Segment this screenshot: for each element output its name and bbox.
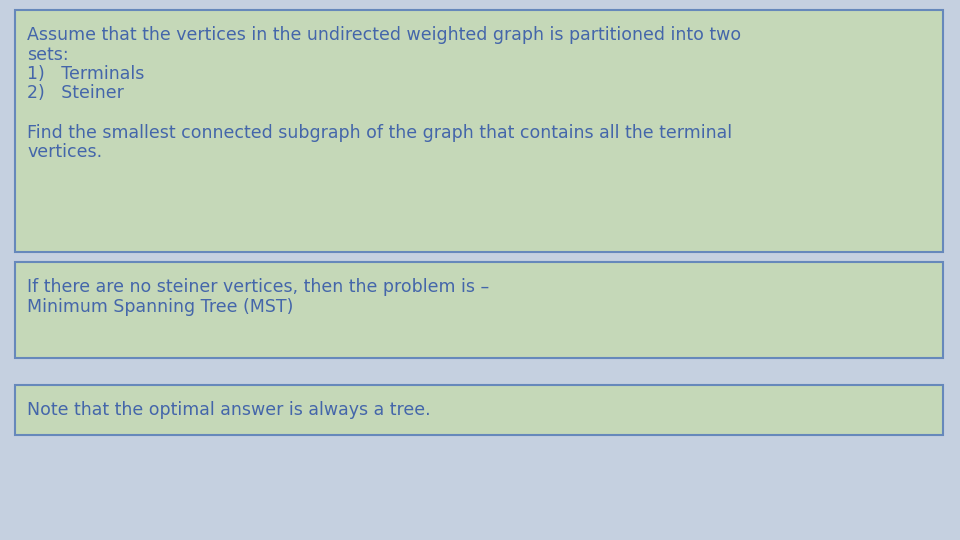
- Text: Assume that the vertices in the undirected weighted graph is partitioned into tw: Assume that the vertices in the undirect…: [27, 26, 741, 44]
- FancyBboxPatch shape: [15, 10, 943, 252]
- FancyBboxPatch shape: [15, 262, 943, 358]
- Text: 1)   Terminals: 1) Terminals: [27, 65, 144, 83]
- Text: sets:: sets:: [27, 45, 68, 64]
- Text: If there are no steiner vertices, then the problem is –: If there are no steiner vertices, then t…: [27, 278, 490, 296]
- FancyBboxPatch shape: [15, 385, 943, 435]
- Text: Note that the optimal answer is always a tree.: Note that the optimal answer is always a…: [27, 401, 431, 419]
- Text: Find the smallest connected subgraph of the graph that contains all the terminal: Find the smallest connected subgraph of …: [27, 124, 732, 141]
- Text: vertices.: vertices.: [27, 143, 102, 161]
- Text: Minimum Spanning Tree (MST): Minimum Spanning Tree (MST): [27, 298, 294, 315]
- Text: 2)   Steiner: 2) Steiner: [27, 84, 124, 103]
